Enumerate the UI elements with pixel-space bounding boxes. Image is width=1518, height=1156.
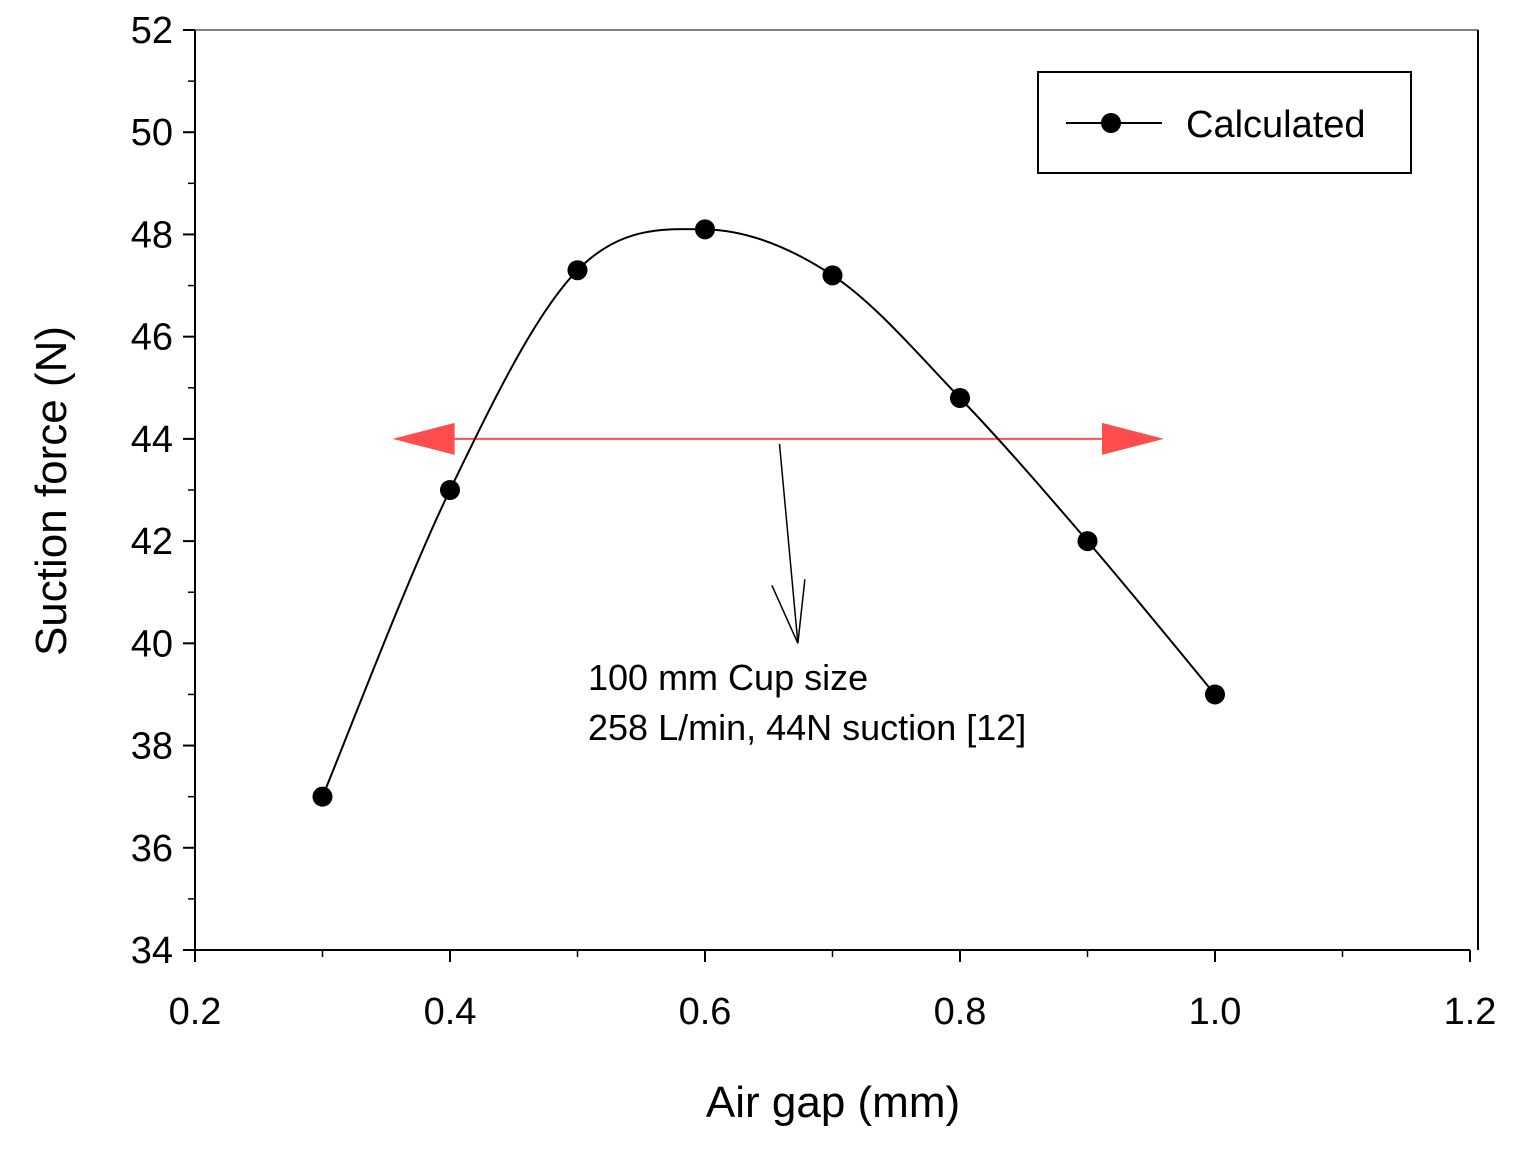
annotation-pointer [778,443,799,644]
data-point [312,786,333,807]
reference-line-group [392,422,1164,455]
reference-arrowhead-right [1102,422,1164,455]
x-tick-label: 0.2 [169,991,222,1033]
x-tick-label: 0.8 [934,991,987,1033]
y-tick-label: 34 [131,930,173,972]
axis-ticks: 0.2 0.4 0.6 0.8 1.0 1.2 34 36 38 40 42 44 46 48 50 52 [131,10,1497,1033]
annotation-pointer-head-left [771,585,799,644]
data-point [1205,684,1225,705]
y-tick-label: 52 [131,10,173,52]
x-axis-title: Air gap (mm) [706,1078,960,1127]
data-point [695,219,715,240]
annotation-line-2: 258 L/min, 44N suction [12] [588,707,1026,748]
annotation-line-1: 100 mm Cup size [588,657,868,698]
x-tick-label: 0.4 [424,991,477,1033]
y-tick-label: 48 [131,214,173,256]
plot-frame [185,29,1479,960]
y-tick-label: 50 [131,112,173,154]
legend-label: Calculated [1186,104,1366,146]
x-tick-label: 1.2 [1444,991,1497,1033]
data-point [950,388,970,408]
x-tick-label: 0.6 [679,991,732,1033]
y-tick-label: 36 [131,828,173,870]
reference-arrowhead-left [392,422,455,455]
y-tick-label: 46 [131,317,173,359]
legend: Calculated [1037,71,1412,174]
y-tick-label: 40 [131,623,173,665]
data-point [567,260,588,281]
series-group [312,219,1225,807]
annotation-group: 100 mm Cup size 258 L/min, 44N suction [… [588,443,1026,748]
data-point [822,265,843,286]
x-tick-label: 1.0 [1189,991,1242,1033]
y-tick-label: 38 [131,726,173,768]
y-tick-label: 44 [131,419,173,461]
data-point [440,480,460,500]
y-axis-title: Suction force (N) [27,326,76,656]
y-tick-label: 42 [131,521,173,563]
annotation-pointer-head-right [797,579,806,644]
data-point [1077,531,1098,552]
legend-marker [1101,113,1121,133]
